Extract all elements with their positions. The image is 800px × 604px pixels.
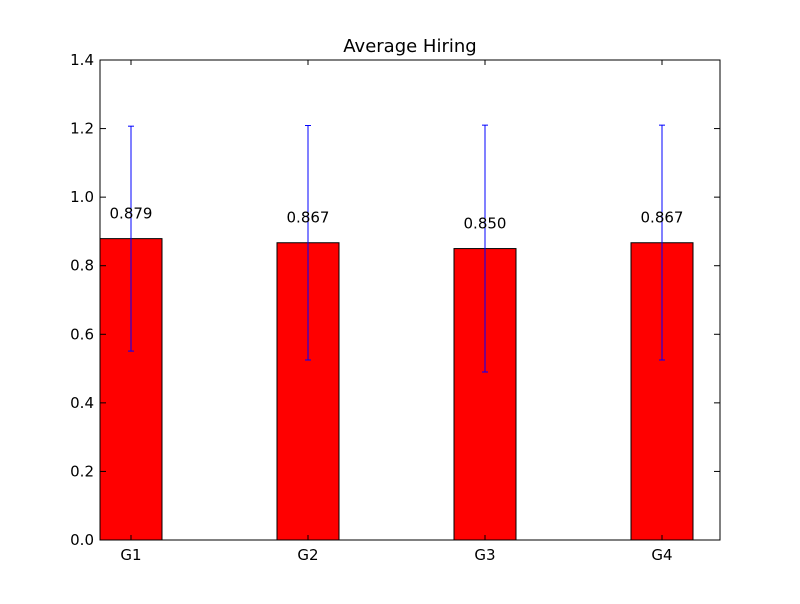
y-tick-label: 1.0 [70, 188, 94, 206]
value-label-g2: 0.867 [287, 209, 330, 227]
errorbars-layer [128, 124, 665, 373]
y-axis: 0.0 0.2 0.4 0.6 0.8 1.0 1.2 1.4 [70, 51, 720, 549]
x-axis: G1 G2 G3 G4 [120, 60, 673, 564]
x-tick-label: G3 [474, 546, 495, 564]
plot-frame [99, 59, 721, 541]
y-tick-label: 1.2 [70, 120, 94, 138]
value-labels-layer: 0.879 0.867 0.850 0.867 [110, 205, 684, 233]
y-tick-label: 0.4 [70, 394, 94, 412]
value-label-g3: 0.850 [464, 215, 507, 233]
bars-layer [99, 238, 694, 541]
y-tick-label: 0.6 [70, 325, 94, 343]
x-tick-label: G4 [651, 546, 672, 564]
y-tick-label: 0.2 [70, 462, 94, 480]
x-tick-label: G1 [120, 546, 141, 564]
value-label-g1: 0.879 [110, 205, 153, 223]
chart-title: Average Hiring [343, 36, 476, 57]
value-label-g4: 0.867 [641, 209, 684, 227]
y-tick-label: 0.8 [70, 257, 94, 275]
y-tick-label: 1.4 [70, 51, 94, 69]
y-tick-label: 0.0 [70, 531, 94, 549]
x-tick-label: G2 [297, 546, 318, 564]
